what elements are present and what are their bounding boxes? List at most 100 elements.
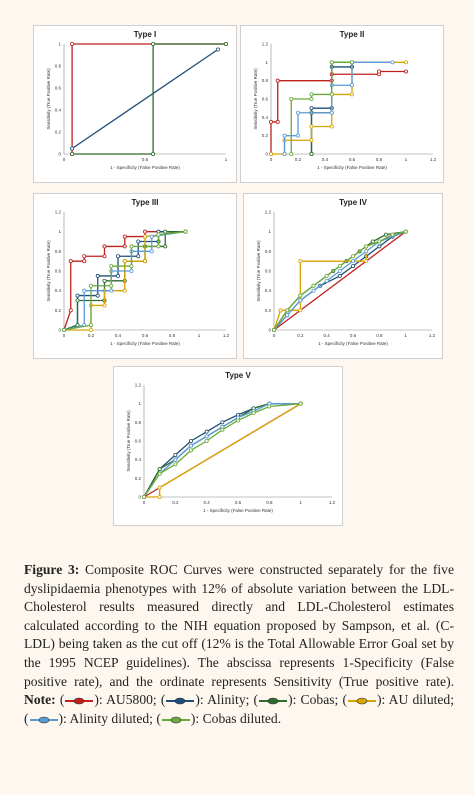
y-axis-label: Sensitivity (True Positive Rate) xyxy=(256,240,261,302)
x-tick-label: 1 xyxy=(225,157,228,162)
y-tick-label: 1.2 xyxy=(262,42,269,47)
series-line-au-diluted xyxy=(144,403,301,498)
x-tick-label: 0 xyxy=(63,333,66,338)
data-point xyxy=(89,283,94,288)
data-point xyxy=(136,254,141,259)
y-tick-label: 0.6 xyxy=(262,97,269,102)
legend-swatch-cobas-diluted xyxy=(161,716,190,723)
data-point xyxy=(122,234,127,239)
data-point xyxy=(151,41,156,46)
legend-label-alinity-diluted: ): Alinity diluted; xyxy=(58,710,153,726)
series-line-alinity-diluted xyxy=(273,231,406,331)
y-tick-label: 1.2 xyxy=(55,210,62,215)
data-point xyxy=(309,92,314,97)
data-point xyxy=(268,119,273,124)
data-point xyxy=(223,41,228,46)
roc-panel-type-5: Type V 0 0.2 0.4 0.6 0.8 1 1.2 0 0.2 0.4 0.6 0.8 1 1.2… xyxy=(113,366,343,526)
data-point xyxy=(102,278,107,283)
data-point xyxy=(157,494,162,499)
data-point xyxy=(377,239,382,244)
x-tick-label: 0.4 xyxy=(324,333,331,338)
data-point xyxy=(204,439,209,444)
data-point xyxy=(68,308,73,313)
data-point xyxy=(220,420,225,425)
data-point xyxy=(129,244,134,249)
y-axis-label: Sensitivity (True Positive Rate) xyxy=(46,240,51,302)
y-tick-label: 1 xyxy=(58,229,61,234)
x-tick-label: 0.8 xyxy=(169,333,176,338)
series-line-cobas-diluted xyxy=(143,403,301,498)
x-tick-label: 0.5 xyxy=(142,157,149,162)
x-tick-label: 0.8 xyxy=(376,333,383,338)
data-point xyxy=(189,448,194,453)
data-point xyxy=(329,110,334,115)
x-tick-label: 1.2 xyxy=(223,333,230,338)
data-point xyxy=(278,308,283,313)
data-point xyxy=(183,229,188,234)
data-point xyxy=(70,152,75,157)
figure-caption: Figure 3: Composite ROC Curves were cons… xyxy=(24,562,454,726)
roc-panel-type-3: Type III 0 0.2 0.4 0.6 0.8 1 1.2 0 0.2 0.4 0.6 0.8 1 1… xyxy=(33,193,237,359)
data-point xyxy=(309,97,314,102)
y-axis-label: Sensitivity (True Positive Rate) xyxy=(46,68,51,130)
roc-chart-type-iii: Type III 0 0.2 0.4 0.6 0.8 1 1.2 0 0.2 0.4 0.6 0.8 1 1… xyxy=(46,198,230,346)
data-point xyxy=(267,404,272,409)
x-tick-label: 1 xyxy=(404,333,407,338)
data-point xyxy=(157,471,162,476)
data-point xyxy=(298,293,303,298)
caption-note-label: Note: xyxy=(24,692,56,708)
data-point xyxy=(403,229,408,234)
roc-panel-type-4: Type IV 0 0.2 0.4 0.6 0.8 1 1.2 0 0.2 0.4 0.6 0.8 1 1.… xyxy=(243,193,443,359)
y-tick-label: 0.4 xyxy=(55,108,62,113)
data-point xyxy=(324,273,329,278)
data-point xyxy=(350,83,355,88)
x-tick-label: 1.2 xyxy=(430,157,437,162)
caption-label: Figure 3: xyxy=(24,562,80,577)
y-tick-label: 0 xyxy=(268,328,271,333)
data-point xyxy=(70,146,75,151)
data-point xyxy=(189,443,194,448)
x-tick-label: 0.6 xyxy=(142,333,149,338)
data-point xyxy=(129,264,134,269)
y-tick-label: 0.8 xyxy=(55,64,62,69)
data-point xyxy=(143,234,148,239)
x-tick-label: 0.8 xyxy=(376,157,383,162)
legend-swatch-au-diluted xyxy=(347,697,376,705)
data-point xyxy=(95,293,100,298)
series-line-au5800 xyxy=(273,231,407,331)
x-tick-label: 0 xyxy=(63,157,66,162)
data-point xyxy=(298,298,303,303)
data-point xyxy=(351,264,356,269)
y-tick-label: 0.8 xyxy=(135,420,142,425)
data-point xyxy=(156,244,161,249)
y-tick-label: 1 xyxy=(58,42,61,47)
data-point xyxy=(68,259,73,264)
data-point xyxy=(351,259,356,264)
data-point xyxy=(309,138,314,143)
x-tick-label: 0.2 xyxy=(88,333,95,338)
y-tick-label: 1 xyxy=(138,401,141,406)
x-axis-label: 1 - Specificity (False Positive Rate) xyxy=(317,165,387,170)
data-point xyxy=(173,462,178,467)
x-axis-label: 1 - Specificity (False Positive Rate) xyxy=(318,341,388,346)
caption-text: Composite ROC Curves were constructed se… xyxy=(24,562,454,689)
data-point xyxy=(143,229,148,234)
y-tick-label: 0.2 xyxy=(55,308,62,313)
data-point xyxy=(163,229,168,234)
legend-swatch-alinity xyxy=(166,697,195,705)
data-point xyxy=(337,264,342,269)
data-point xyxy=(350,92,355,97)
data-point xyxy=(122,288,127,293)
y-tick-label: 0.2 xyxy=(262,133,269,138)
chart-title: Type V xyxy=(225,371,251,380)
data-point xyxy=(251,411,256,416)
data-point xyxy=(89,327,94,332)
data-point xyxy=(157,467,162,472)
data-point xyxy=(116,273,121,278)
data-point xyxy=(403,60,408,65)
data-point xyxy=(350,60,355,65)
legend-label-cobas: ): Cobas; xyxy=(288,692,339,708)
data-point xyxy=(163,244,168,249)
data-point xyxy=(329,60,334,65)
data-point xyxy=(82,254,87,259)
